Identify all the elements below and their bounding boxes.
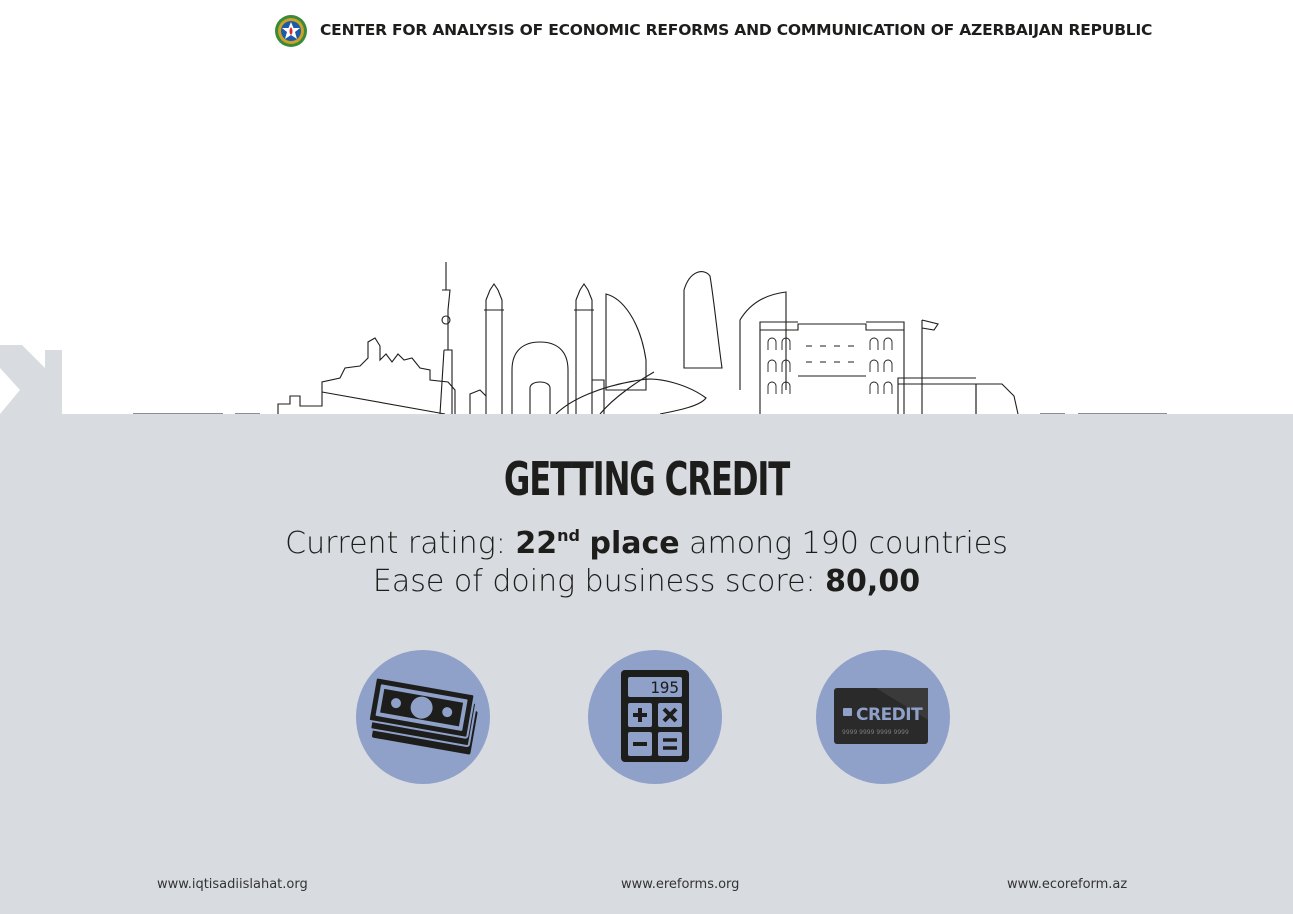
score-value: 80,00	[825, 564, 921, 599]
baku-skyline-illustration	[0, 262, 1167, 415]
azerbaijan-emblem-icon	[275, 15, 307, 47]
calculator-circle: 195	[588, 650, 722, 784]
organization-title: CENTER FOR ANALYSIS OF ECONOMIC REFORMS …	[320, 21, 1153, 39]
current-rating-line: Current rating: 22nd place among 190 cou…	[0, 526, 1293, 561]
header: CENTER FOR ANALYSIS OF ECONOMIC REFORMS …	[0, 0, 1293, 64]
credit-card-label: CREDIT	[856, 705, 923, 725]
rating-ordinal-suffix: nd	[557, 526, 580, 545]
page-title: GETTING CREDIT	[503, 452, 790, 506]
footer-link-ecoreform[interactable]: www.ecoreform.az	[1007, 877, 1128, 892]
credit-card-number: 9999 9999 9999 9999	[842, 729, 909, 736]
rating-rest: among 190 countries	[679, 526, 1008, 561]
banknotes-circle	[356, 650, 490, 784]
footer-link-iqtisadiislahat[interactable]: www.iqtisadiislahat.org	[157, 877, 308, 892]
calculator-display: 195	[650, 678, 679, 697]
rating-prefix: Current rating:	[285, 526, 516, 561]
banknotes-icon	[367, 676, 478, 755]
footer-link-ereforms[interactable]: www.ereforms.org	[621, 877, 740, 892]
score-prefix: Ease of doing business score:	[372, 564, 826, 599]
credit-card-circle: CREDIT 9999 9999 9999 9999	[816, 650, 950, 784]
rating-place: place	[589, 526, 680, 561]
credit-card-icon: CREDIT 9999 9999 9999 9999	[834, 688, 928, 744]
calculator-icon: 195	[621, 670, 689, 762]
rating-rank: 22	[515, 526, 558, 561]
ease-score-line: Ease of doing business score: 80,00	[0, 564, 1293, 599]
